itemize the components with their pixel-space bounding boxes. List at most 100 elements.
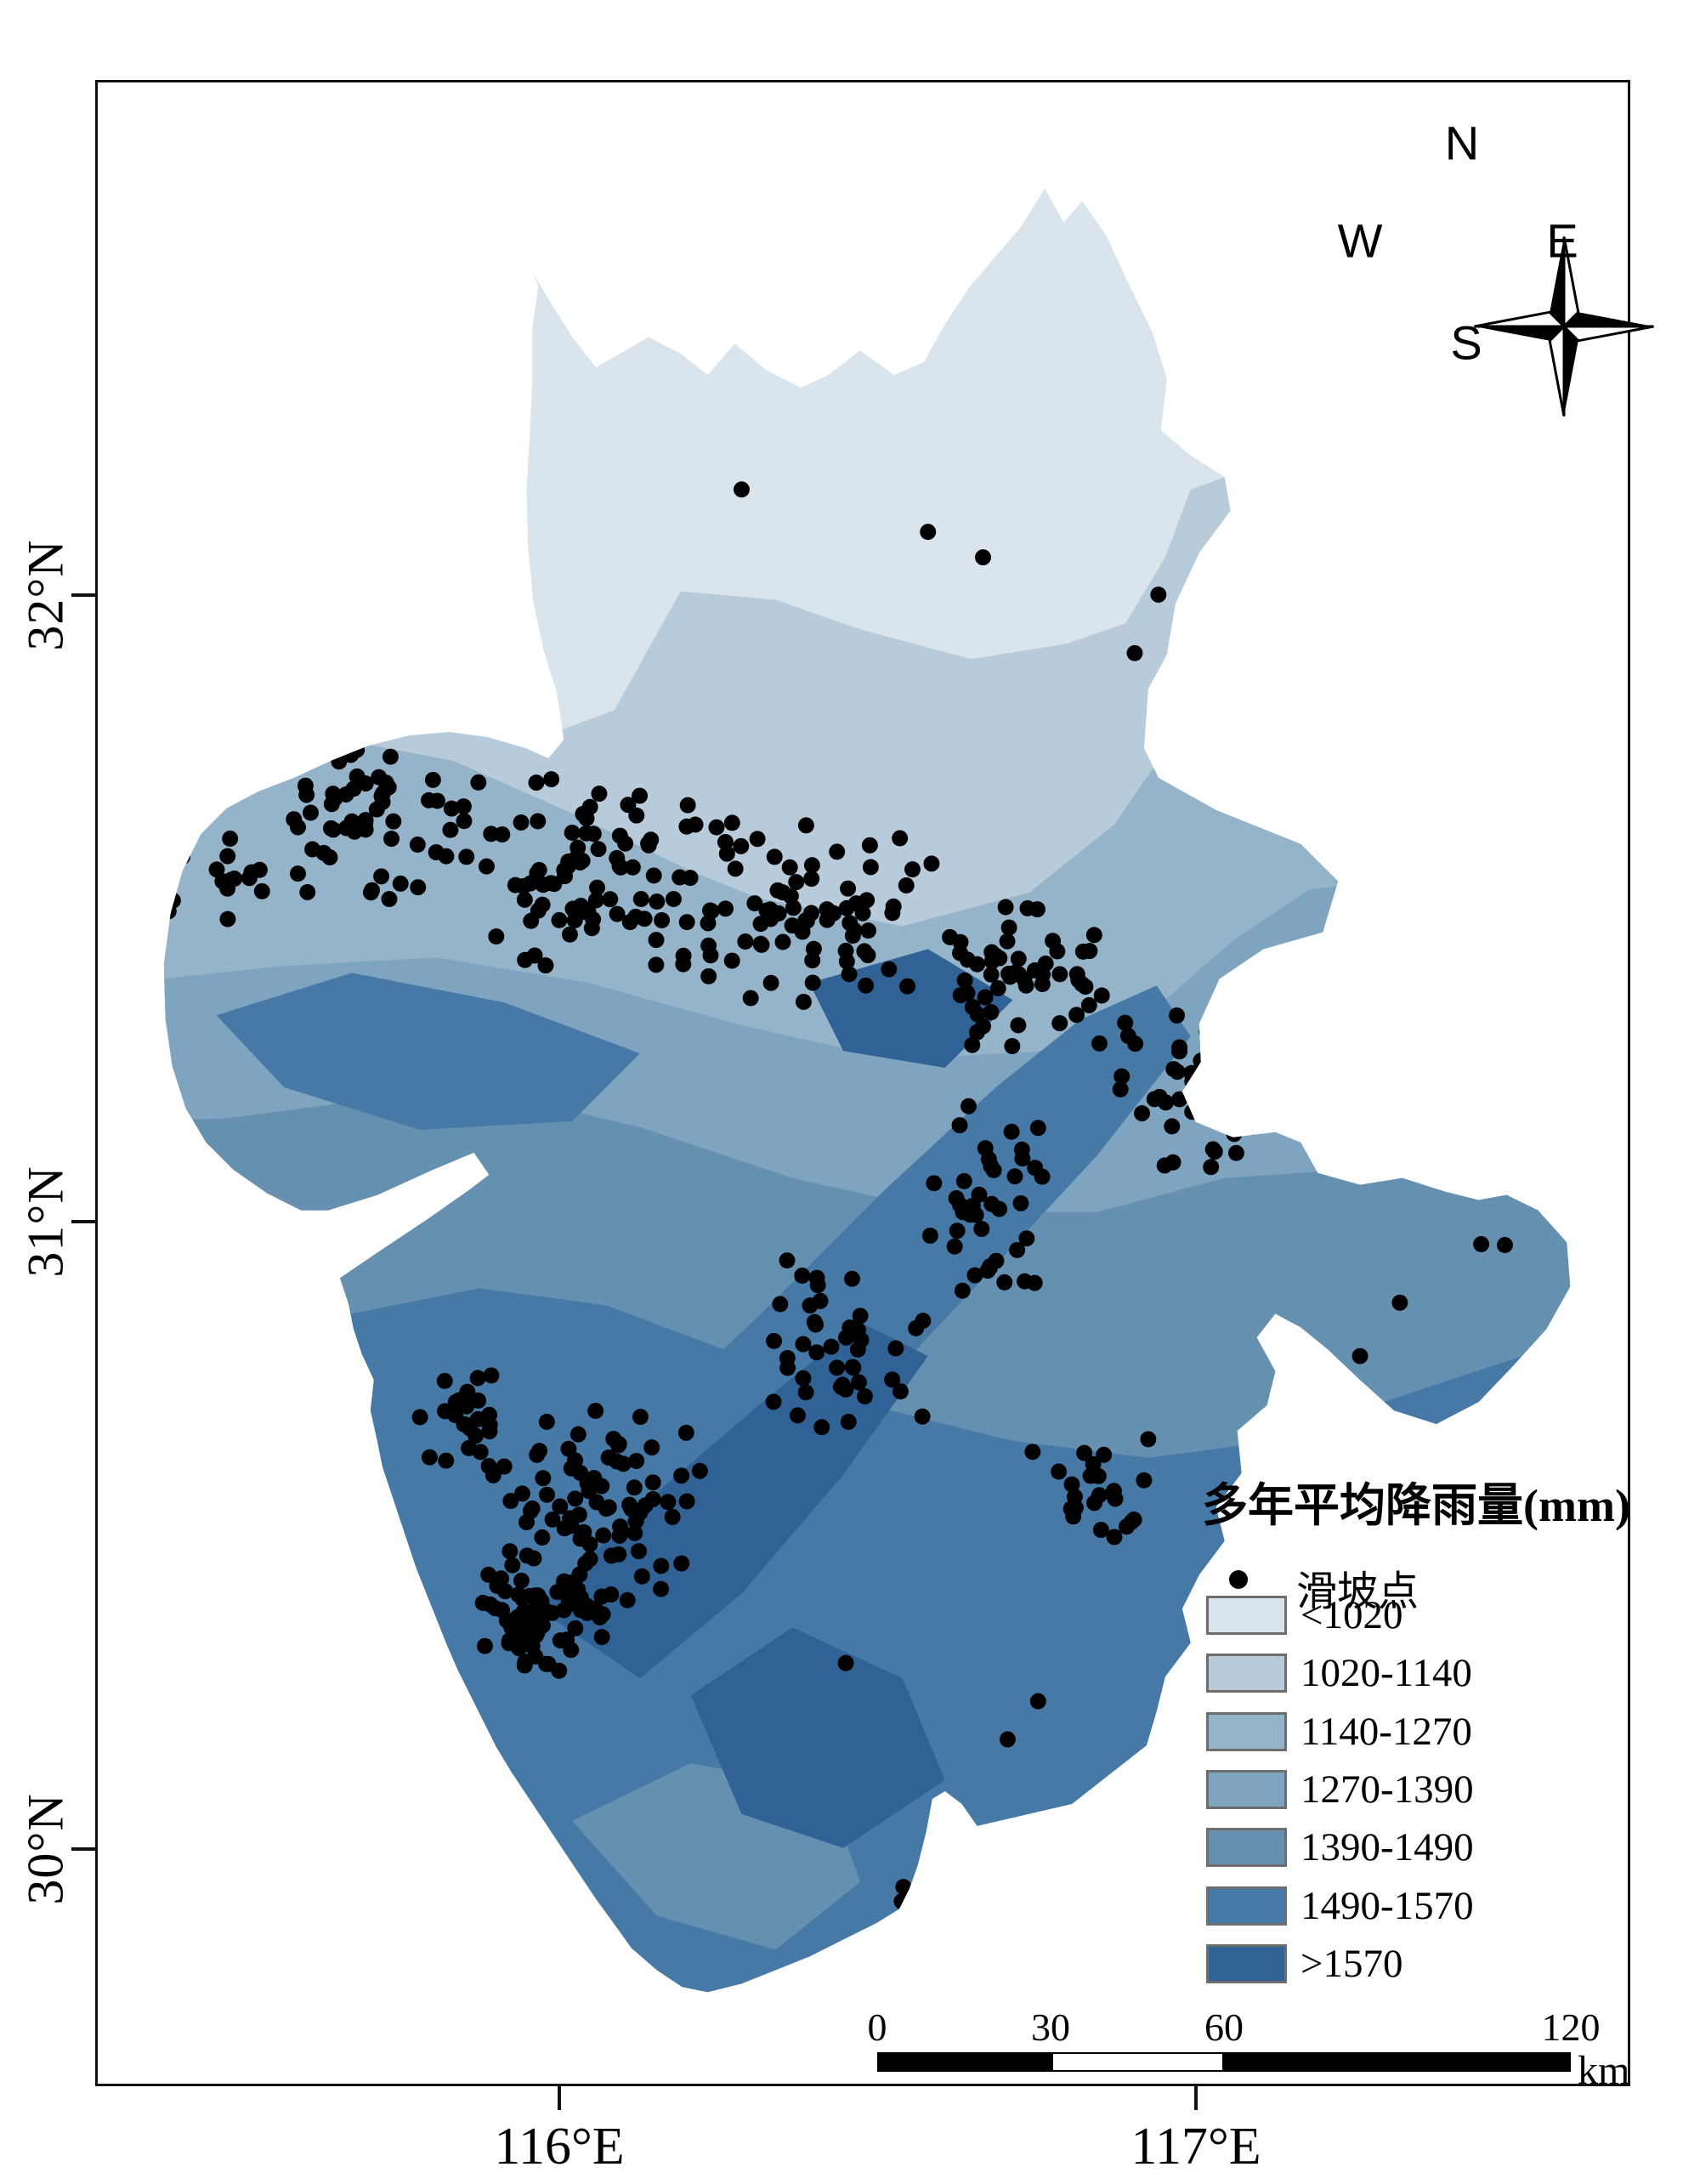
landslide-point — [517, 951, 534, 968]
legend-color-swatch — [1206, 1654, 1287, 1693]
landslide-point — [543, 771, 560, 788]
scale-bar-tick-30: 30 — [1031, 2005, 1070, 2049]
longitude-tick — [558, 2086, 561, 2110]
landslide-point — [574, 852, 591, 869]
landslide-point — [298, 786, 315, 803]
landslide-point — [829, 843, 846, 860]
landslide-point — [1391, 1294, 1408, 1311]
landslide-point — [438, 848, 455, 865]
landslide-point — [530, 813, 547, 830]
landslide-point — [537, 957, 554, 974]
landslide-point — [1010, 950, 1027, 967]
landslide-point — [1218, 1076, 1235, 1093]
landslide-point — [679, 797, 696, 814]
landslide-point — [762, 974, 779, 991]
landslide-point — [1085, 1455, 1102, 1472]
landslide-point — [973, 1221, 990, 1238]
landslide-point — [513, 1572, 530, 1589]
landslide-point — [964, 999, 981, 1016]
landslide-point — [585, 825, 602, 842]
landslide-point — [779, 1252, 796, 1269]
landslide-point — [1206, 1143, 1223, 1160]
landslide-point — [507, 1623, 524, 1640]
landslide-point — [1012, 1194, 1029, 1211]
landslide-point — [959, 951, 976, 968]
landslide-point — [842, 1319, 858, 1336]
landslide-point — [1000, 919, 1017, 936]
landslide-point — [678, 1493, 695, 1510]
landslide-point — [219, 910, 236, 927]
landslide-point — [660, 1494, 677, 1511]
landslide-point — [343, 813, 360, 830]
landslide-point — [1051, 966, 1068, 983]
landslide-point — [538, 1414, 555, 1430]
landslide-point — [409, 837, 426, 853]
landslide-point — [1114, 1068, 1130, 1085]
landslide-point — [809, 1277, 826, 1294]
latitude-label: 30°N — [17, 1793, 74, 1905]
landslide-point — [968, 1024, 985, 1041]
landslide-point — [581, 1483, 598, 1500]
landslide-point — [702, 902, 718, 919]
landslide-point — [1063, 1476, 1080, 1493]
landslide-point — [304, 841, 321, 858]
landslide-point — [654, 912, 671, 928]
landslide-point — [1091, 1487, 1108, 1504]
landslide-points-layer — [163, 367, 1513, 1910]
landslide-point — [575, 1523, 592, 1540]
landslide-point — [971, 1186, 988, 1203]
scale-bar-unit: km — [1578, 2048, 1630, 2093]
landslide-point — [513, 814, 530, 831]
landslide-point — [858, 977, 875, 994]
landslide-point — [1269, 1115, 1286, 1131]
landslide-point — [563, 1642, 580, 1659]
landslide-point — [904, 861, 921, 878]
landslide-point — [632, 787, 649, 804]
landslide-point — [494, 1602, 510, 1619]
landslide-point — [803, 871, 820, 888]
landslide-point — [640, 835, 657, 852]
landslide-point — [1018, 1230, 1035, 1247]
legend-color-swatch — [1206, 1943, 1287, 1983]
landslide-point — [837, 942, 854, 959]
landslide-point — [1256, 1081, 1273, 1098]
landslide-point — [609, 849, 626, 866]
landslide-point — [991, 950, 1008, 967]
latitude-tick — [71, 1220, 95, 1223]
landslide-point — [898, 877, 915, 893]
landslide-point — [860, 922, 876, 939]
landslide-point — [567, 1490, 584, 1507]
landslide-point — [675, 947, 692, 964]
landslide-point — [539, 1486, 556, 1503]
landslide-point — [983, 1195, 1000, 1212]
landslide-point — [544, 1511, 561, 1528]
landslide-point — [1201, 1092, 1218, 1109]
legend-class-label: 1020-1140 — [1300, 1651, 1472, 1696]
landslide-point — [960, 1098, 977, 1115]
landslide-point — [523, 912, 540, 929]
landslide-point — [1203, 1159, 1220, 1176]
landslide-point — [949, 1222, 966, 1239]
landslide-point — [727, 860, 744, 877]
latitude-tick — [71, 1847, 95, 1851]
landslide-point — [677, 1424, 694, 1441]
landslide-point — [1029, 1120, 1046, 1137]
landslide-point — [381, 891, 398, 908]
landslide-point — [570, 839, 586, 856]
landslide-point — [164, 892, 181, 909]
landslide-point — [884, 1371, 901, 1388]
landslide-point — [789, 1407, 806, 1424]
rain-patch — [216, 973, 640, 1130]
landslide-point — [589, 879, 606, 896]
landslide-point — [665, 891, 682, 908]
landslide-point — [348, 768, 366, 785]
landslide-point — [1171, 1039, 1188, 1056]
landslide-point — [921, 1227, 938, 1244]
landslide-point — [219, 848, 236, 865]
landslide-point — [535, 1470, 552, 1487]
landslide-point — [1231, 1100, 1248, 1117]
landslide-point — [461, 1439, 478, 1456]
landslide-point — [633, 1568, 650, 1585]
landslide-point — [852, 1308, 869, 1325]
